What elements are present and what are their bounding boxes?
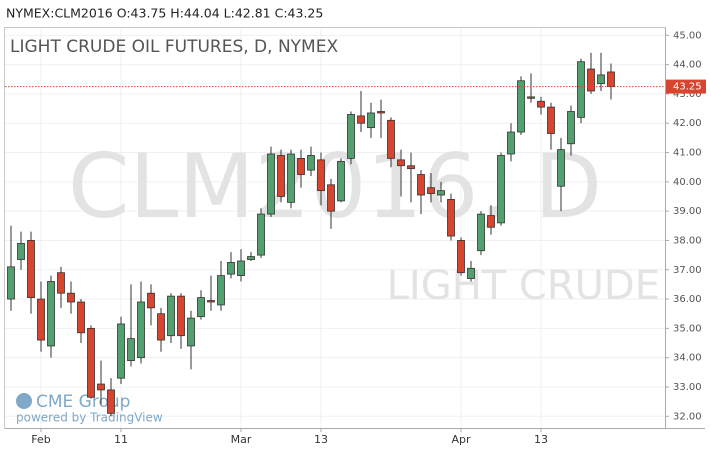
candle-body [447, 199, 455, 237]
candle-body [567, 111, 575, 145]
candle-body [417, 174, 425, 196]
x-tick-label: 11 [114, 433, 128, 446]
header: NYMEX:CLM2016 O:43.75 H:44.04 L:42.81 C:… [6, 6, 323, 21]
y-tick-label: 41.00 [673, 148, 702, 159]
candle-body [37, 298, 45, 341]
candle-body [207, 300, 215, 303]
candle-body [277, 155, 285, 197]
candle-body [167, 295, 175, 337]
candle-body [587, 68, 595, 92]
y-tick-label: 32.00 [673, 411, 702, 422]
y-tick-label: 44.00 [673, 60, 702, 71]
candle-body [107, 389, 115, 414]
candle-body [227, 262, 235, 275]
candle-body [357, 115, 365, 124]
candle-body [247, 256, 255, 260]
x-tick-label: Mar [231, 433, 252, 446]
candle-body [507, 131, 515, 155]
y-tick-label: 45.00 [673, 30, 702, 41]
y-tick-label: 42.00 [673, 118, 702, 129]
candle-body [407, 165, 415, 170]
y-tick-label: 40.00 [673, 177, 702, 188]
candle-body [497, 155, 505, 224]
candle-body [597, 74, 605, 85]
candle-body [217, 275, 225, 306]
y-tick-label: 38.00 [673, 235, 702, 246]
candle-body [317, 159, 325, 192]
candle-body [577, 61, 585, 118]
candle-body [17, 242, 25, 260]
candle-body [397, 159, 405, 167]
candle-body [297, 158, 305, 175]
candle-body [557, 149, 565, 187]
powered-by: powered by TradingView [16, 411, 163, 425]
candle-body [147, 292, 155, 309]
candle-body [387, 119, 395, 159]
candle-body [427, 187, 435, 194]
candle-body [437, 190, 445, 196]
candle-body [327, 184, 335, 212]
x-tick-label: 13 [534, 433, 548, 446]
candle-body [87, 327, 95, 398]
last-price-label: 43.25 [673, 82, 702, 93]
candle-body [347, 114, 355, 159]
y-tick-label: 36.00 [673, 294, 702, 305]
candle-body [457, 240, 465, 274]
y-tick-label: 35.00 [673, 323, 702, 334]
candle-body [177, 295, 185, 337]
candle-body [467, 267, 475, 279]
logo: CME Group [36, 392, 130, 412]
candle-body [267, 153, 275, 215]
candle-body [47, 281, 55, 347]
candle-body [537, 100, 545, 108]
logo-icon [16, 393, 32, 409]
candle-body [97, 383, 105, 391]
x-tick-label: Apr [451, 433, 471, 446]
candle-body [607, 71, 615, 88]
candle-body [197, 297, 205, 318]
chart-title: LIGHT CRUDE OIL FUTURES, D, NYMEX [10, 37, 338, 57]
last-price-box [666, 79, 706, 94]
candle-body [517, 80, 525, 133]
candle-body [307, 155, 315, 171]
candle-body [477, 213, 485, 252]
candle-body [237, 260, 245, 277]
candle-body [547, 106, 555, 134]
candle-body [77, 301, 85, 334]
candle-body [67, 292, 75, 303]
candle-body [367, 112, 375, 129]
candle-body [157, 313, 165, 341]
watermark: CLM2016, D [68, 135, 602, 238]
candle-body [137, 301, 145, 359]
candle-body [287, 153, 295, 203]
y-tick-label: 33.00 [673, 382, 702, 393]
x-tick-label: Feb [31, 433, 50, 446]
x-tick-label: 13 [314, 433, 328, 446]
candle-body [117, 323, 125, 379]
candle-body [127, 338, 135, 362]
y-tick-label: 34.00 [673, 353, 702, 364]
candle-body [7, 266, 15, 300]
watermark-sub: LIGHT CRUDE [387, 263, 660, 309]
candle-body [187, 317, 195, 347]
candle-body [57, 272, 65, 294]
y-tick-label: 39.00 [673, 206, 702, 217]
candle-body [257, 213, 265, 256]
candle-body [377, 111, 385, 114]
candle-body [27, 240, 35, 298]
y-tick-label: 37.00 [673, 265, 702, 276]
candle-body [527, 96, 535, 99]
y-tick-label: 43.00 [673, 89, 702, 100]
candle-body [337, 160, 345, 202]
candle-body [487, 215, 495, 228]
